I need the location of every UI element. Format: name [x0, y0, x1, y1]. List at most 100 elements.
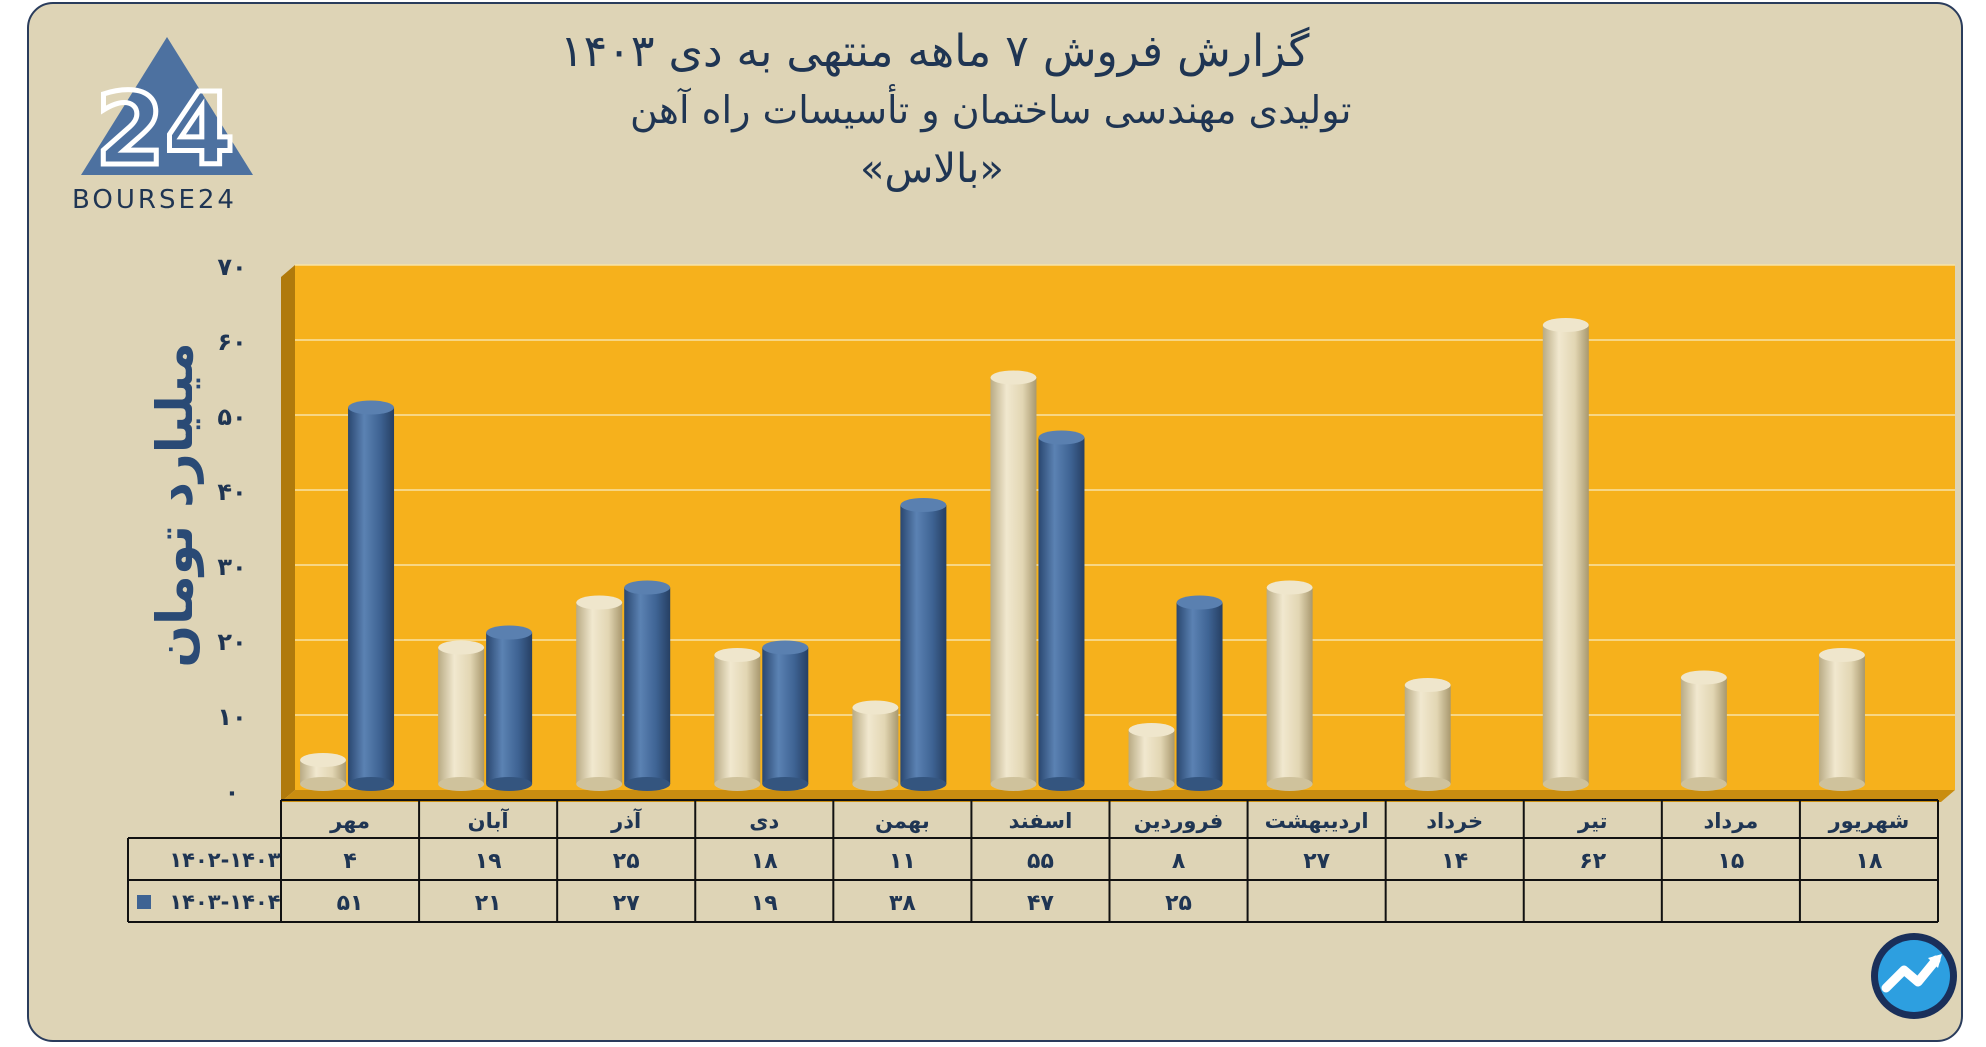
bar-base	[1176, 777, 1223, 791]
data-label: ۱۵	[1717, 849, 1744, 874]
plot-side-wall	[281, 265, 295, 802]
bar	[990, 377, 1037, 784]
bar-top	[714, 648, 761, 662]
data-label: ۱۸	[1856, 849, 1883, 874]
bar-base	[348, 777, 395, 791]
company-name: تولیدی مهندسی ساختمان و تأسیسات راه آهن	[630, 88, 1352, 132]
bar	[1128, 730, 1175, 784]
x-tick-label: مهر	[329, 809, 370, 833]
y-tick-label: ۲۰	[217, 628, 246, 656]
bourse24-logo: 24	[81, 37, 253, 191]
logo-mark: 24	[95, 71, 234, 188]
y-tick-label: ۷۰	[217, 253, 246, 281]
y-tick-label: ۰	[225, 778, 240, 806]
plot-area	[295, 265, 1955, 790]
y-tick-label: ۶۰	[217, 328, 246, 356]
data-label: ۲۵	[1165, 891, 1192, 916]
bar	[900, 505, 947, 784]
bar	[1680, 677, 1727, 784]
data-label: ۲۵	[613, 849, 640, 874]
data-label: ۳۸	[889, 891, 916, 916]
data-label: ۱۸	[751, 849, 778, 874]
bar	[1038, 437, 1085, 784]
bar-base	[990, 777, 1037, 791]
ticker-symbol: «بالاس»	[860, 146, 1004, 192]
x-tick-label: اسفند	[1009, 809, 1073, 833]
bar-base	[486, 777, 533, 791]
bar-base	[1404, 777, 1451, 791]
bar-top	[1176, 595, 1223, 610]
bar-top	[900, 498, 947, 512]
bar	[714, 655, 761, 784]
bar-base	[762, 777, 809, 791]
legend-series-1: ۱۴۰۲-۱۴۰۳	[169, 848, 280, 872]
data-label: ۲۷	[1303, 849, 1330, 874]
x-tick-label: آبان	[468, 808, 510, 833]
trend-icon[interactable]	[1868, 930, 1960, 1022]
data-label: ۴۷	[1027, 891, 1054, 916]
bar-top	[852, 700, 899, 715]
bar-top	[624, 580, 671, 595]
bar-top	[1128, 723, 1175, 737]
x-tick-label: دی	[749, 809, 779, 833]
bar-top	[348, 400, 395, 415]
data-label: ۵۱	[337, 891, 364, 916]
bar-base	[300, 777, 347, 791]
x-tick-label: خرداد	[1426, 809, 1483, 833]
data-label: ۶۲	[1579, 849, 1606, 874]
bar-base	[1542, 777, 1589, 791]
data-label: ۴	[343, 849, 356, 874]
data-label: ۱۹	[475, 849, 502, 874]
x-tick-label: فروردین	[1134, 809, 1224, 833]
bar-base	[852, 777, 899, 791]
bar-top	[1038, 430, 1085, 445]
logo-wordmark: BOURSE24	[72, 185, 237, 215]
bar-base	[900, 777, 947, 791]
bar	[486, 632, 533, 784]
legend-series-2: ۱۴۰۳-۱۴۰۴	[169, 890, 280, 914]
bar	[1176, 602, 1223, 784]
bar-top	[300, 753, 347, 767]
bar	[1404, 685, 1451, 784]
bar	[1542, 325, 1589, 784]
bar-base	[1680, 777, 1727, 791]
bar	[852, 707, 899, 784]
x-tick-label: مرداد	[1703, 809, 1758, 833]
data-label: ۵۵	[1027, 849, 1054, 874]
bar	[438, 647, 485, 784]
x-tick-label: تیر	[1577, 809, 1608, 833]
bar-top	[438, 640, 485, 655]
data-label: ۲۱	[475, 891, 502, 916]
bar-top	[1266, 580, 1313, 595]
x-tick-label: شهریور	[1828, 809, 1910, 833]
y-tick-label: ۴۰	[217, 478, 246, 506]
data-label: ۱۱	[889, 849, 916, 874]
bar-base	[1818, 777, 1865, 791]
bar-top	[990, 370, 1037, 385]
y-tick-label: ۵۰	[217, 403, 246, 431]
bar-top	[576, 595, 623, 610]
bar-base	[438, 777, 485, 791]
bar-base	[576, 777, 623, 791]
chart-title: گزارش فروش ۷ ماهه منتهی به دی ۱۴۰۳	[560, 26, 1310, 77]
x-tick-label: بهمن	[875, 809, 930, 833]
bar	[624, 587, 671, 784]
data-label: ۱۹	[751, 891, 778, 916]
bar-top	[1404, 678, 1451, 692]
bar-base	[1128, 777, 1175, 791]
bar-base	[1038, 777, 1085, 791]
y-tick-label: ۱۰	[217, 703, 246, 731]
bar	[576, 602, 623, 784]
bar	[1818, 655, 1865, 784]
bar	[1266, 587, 1313, 784]
bar	[762, 647, 809, 784]
bar-top	[1542, 318, 1589, 332]
data-label: ۸	[1172, 849, 1186, 874]
legend-swatch-series-2	[137, 895, 151, 909]
bar-base	[1266, 777, 1313, 791]
data-label: ۲۷	[613, 891, 640, 916]
bar	[348, 407, 395, 784]
bar-top	[762, 640, 809, 655]
bar-top	[1680, 670, 1727, 685]
